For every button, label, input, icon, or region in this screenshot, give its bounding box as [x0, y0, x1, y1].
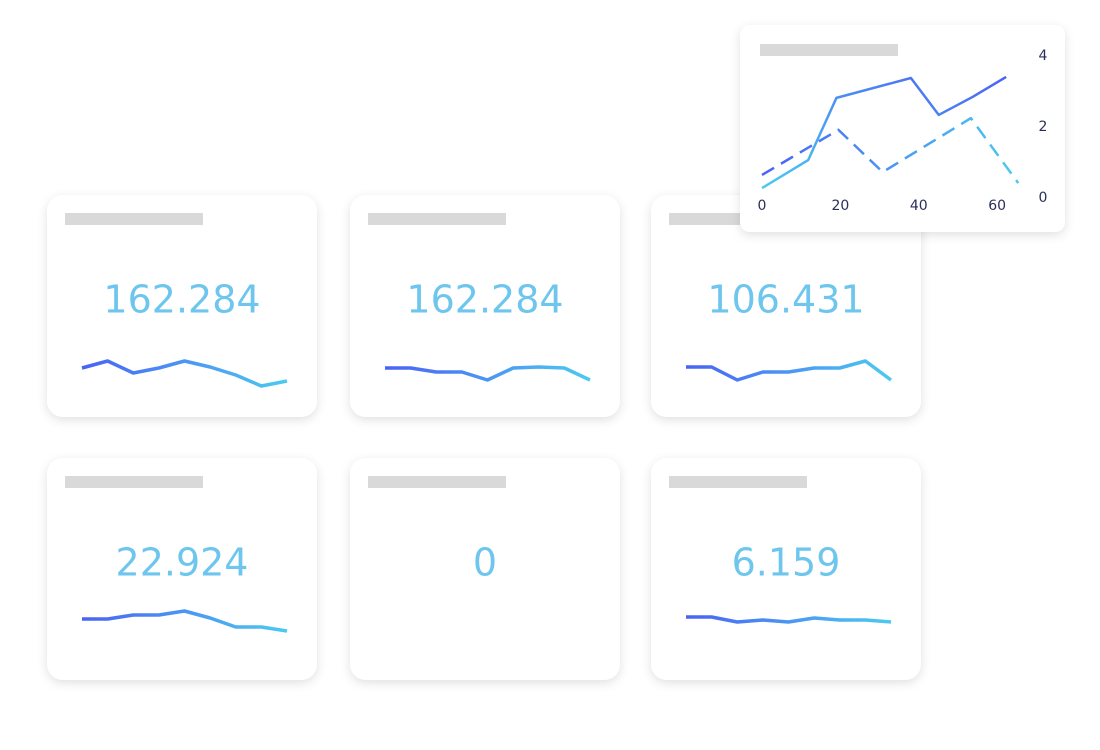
- kpi-card: [350, 195, 620, 417]
- kpi-card: [651, 195, 921, 417]
- placeholder-bar: [368, 476, 506, 488]
- x-tick-label: 40: [910, 198, 928, 214]
- placeholder-bar: [368, 213, 506, 225]
- placeholder-bar: [65, 476, 203, 488]
- sparkline: [385, 365, 591, 382]
- kpi-value: 162.284: [406, 278, 563, 322]
- placeholder-bar: [760, 44, 898, 56]
- kpi-card: [47, 195, 317, 417]
- chart-card: [740, 25, 1065, 232]
- kpi-value: 0: [473, 541, 497, 585]
- kpi-card: [47, 458, 317, 680]
- x-tick-label: 20: [831, 198, 849, 214]
- sparkline: [686, 359, 893, 382]
- kpi-value: 162.284: [103, 278, 260, 322]
- y-tick-label: 4: [1039, 48, 1048, 64]
- y-tick-label: 2: [1039, 119, 1048, 135]
- x-tick-label: 0: [758, 198, 767, 214]
- line-series: [761, 75, 1007, 190]
- kpi-value: 6.159: [732, 541, 841, 585]
- y-tick-label: 0: [1039, 190, 1048, 206]
- sparkline: [81, 359, 288, 388]
- kpi-value: 22.924: [116, 541, 249, 585]
- kpi-value: 106.431: [707, 278, 864, 322]
- kpi-card: [651, 458, 921, 680]
- sparkline: [686, 615, 892, 624]
- x-tick-label: 60: [988, 198, 1006, 214]
- sparkline: [82, 609, 288, 633]
- placeholder-bar: [65, 213, 203, 225]
- placeholder-bar: [669, 476, 807, 488]
- kpi-card: [350, 458, 620, 680]
